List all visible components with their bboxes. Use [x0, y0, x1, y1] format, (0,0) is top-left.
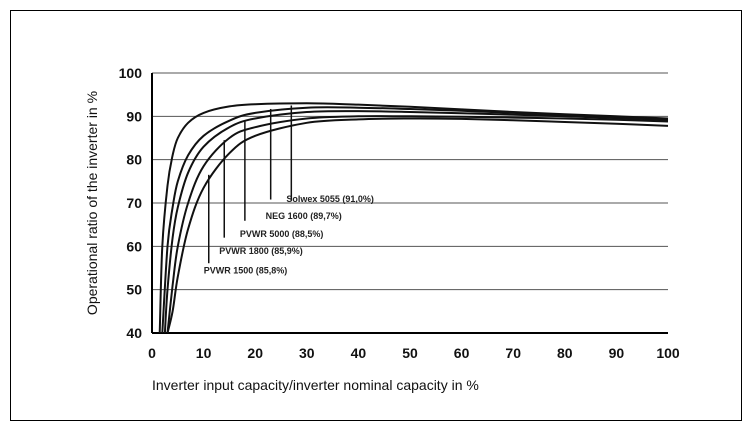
x-tick-label: 100 [656, 345, 680, 361]
annotations: Solwex 5055 (91,0%) NEG 1600 (89,7%) PVWR … [204, 105, 374, 276]
annotation-label-2: NEG 1600 (89,7%) [266, 211, 342, 221]
y-tick-label: 70 [126, 195, 142, 211]
y-tick-label: 90 [126, 108, 142, 124]
y-tick-label: 40 [126, 325, 142, 341]
x-tick-label: 20 [247, 345, 263, 361]
x-tick-label: 70 [505, 345, 521, 361]
x-tick-label: 0 [148, 345, 156, 361]
x-axis-label: Inverter input capacity/inverter nominal… [152, 377, 479, 393]
axes [151, 73, 668, 334]
y-tick-label: 50 [126, 282, 142, 298]
x-tick-label: 80 [557, 345, 573, 361]
y-axis-label: Operational ratio of the inverter in % [84, 91, 100, 315]
x-tick-label: 30 [299, 345, 315, 361]
series-lines [158, 102, 669, 334]
x-tick-label: 90 [609, 345, 625, 361]
figure-frame [10, 10, 742, 421]
x-tick-label: 50 [402, 345, 418, 361]
annotation-label-1: Solwex 5055 (91,0%) [286, 194, 374, 204]
annotation-label-4: PVWR 1800 (85,9%) [219, 246, 303, 256]
annotation-label-3: PVWR 5000 (88,5%) [240, 229, 324, 239]
y-tick-label: 100 [119, 65, 143, 81]
y-tick-label: 60 [126, 238, 142, 254]
series-line-4 [166, 115, 669, 334]
tick-labels: 40 50 60 70 80 90 100 0 10 20 30 40 50 60 70 80 90 100 [119, 65, 680, 361]
series-line-1 [158, 102, 669, 334]
x-tick-label: 40 [351, 345, 367, 361]
y-tick-label: 80 [126, 152, 142, 168]
x-tick-label: 60 [454, 345, 470, 361]
series-line-5 [166, 117, 669, 334]
series-line-3 [163, 110, 669, 334]
x-tick-label: 10 [196, 345, 212, 361]
series-line-2 [161, 106, 669, 334]
annotation-label-5: PVWR 1500 (85,8%) [204, 266, 288, 276]
